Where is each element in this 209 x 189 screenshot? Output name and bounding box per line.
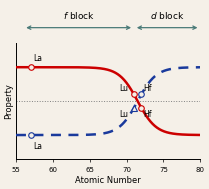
Text: La: La: [33, 54, 42, 63]
Text: Hf: Hf: [144, 84, 152, 93]
Text: $\it{d}$ block: $\it{d}$ block: [150, 10, 184, 21]
Text: Lu: Lu: [119, 110, 128, 119]
Y-axis label: Property: Property: [4, 83, 13, 119]
Text: $\it{f}$ block: $\it{f}$ block: [63, 10, 95, 21]
Text: Lu: Lu: [119, 84, 128, 93]
Text: Hf: Hf: [144, 110, 152, 119]
Text: La: La: [33, 143, 42, 151]
X-axis label: Atomic Number: Atomic Number: [75, 176, 141, 185]
